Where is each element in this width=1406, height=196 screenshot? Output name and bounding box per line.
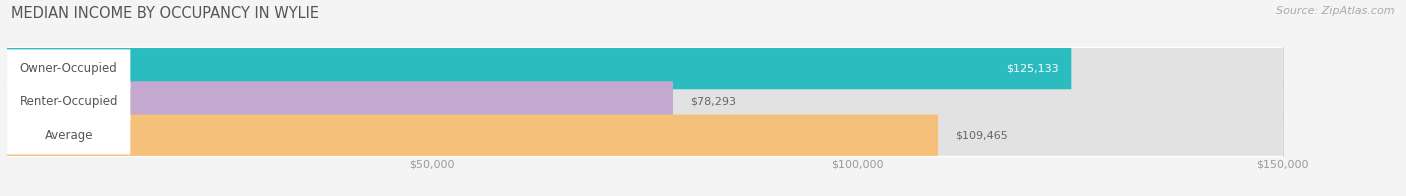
Text: $78,293: $78,293 (690, 97, 735, 107)
FancyBboxPatch shape (7, 114, 938, 156)
Text: $109,465: $109,465 (955, 130, 1008, 140)
Text: $125,133: $125,133 (1005, 64, 1059, 74)
FancyBboxPatch shape (7, 111, 1282, 160)
FancyBboxPatch shape (7, 81, 1282, 122)
FancyBboxPatch shape (7, 49, 131, 88)
FancyBboxPatch shape (7, 116, 131, 154)
Text: Average: Average (45, 129, 93, 142)
FancyBboxPatch shape (7, 48, 1282, 89)
Text: MEDIAN INCOME BY OCCUPANCY IN WYLIE: MEDIAN INCOME BY OCCUPANCY IN WYLIE (11, 6, 319, 21)
FancyBboxPatch shape (7, 114, 1282, 156)
Text: Owner-Occupied: Owner-Occupied (20, 62, 118, 75)
FancyBboxPatch shape (7, 77, 1282, 127)
FancyBboxPatch shape (7, 48, 1071, 89)
FancyBboxPatch shape (7, 81, 673, 122)
FancyBboxPatch shape (7, 44, 1282, 93)
Text: Renter-Occupied: Renter-Occupied (20, 95, 118, 108)
Text: Source: ZipAtlas.com: Source: ZipAtlas.com (1277, 6, 1395, 16)
FancyBboxPatch shape (7, 83, 131, 121)
